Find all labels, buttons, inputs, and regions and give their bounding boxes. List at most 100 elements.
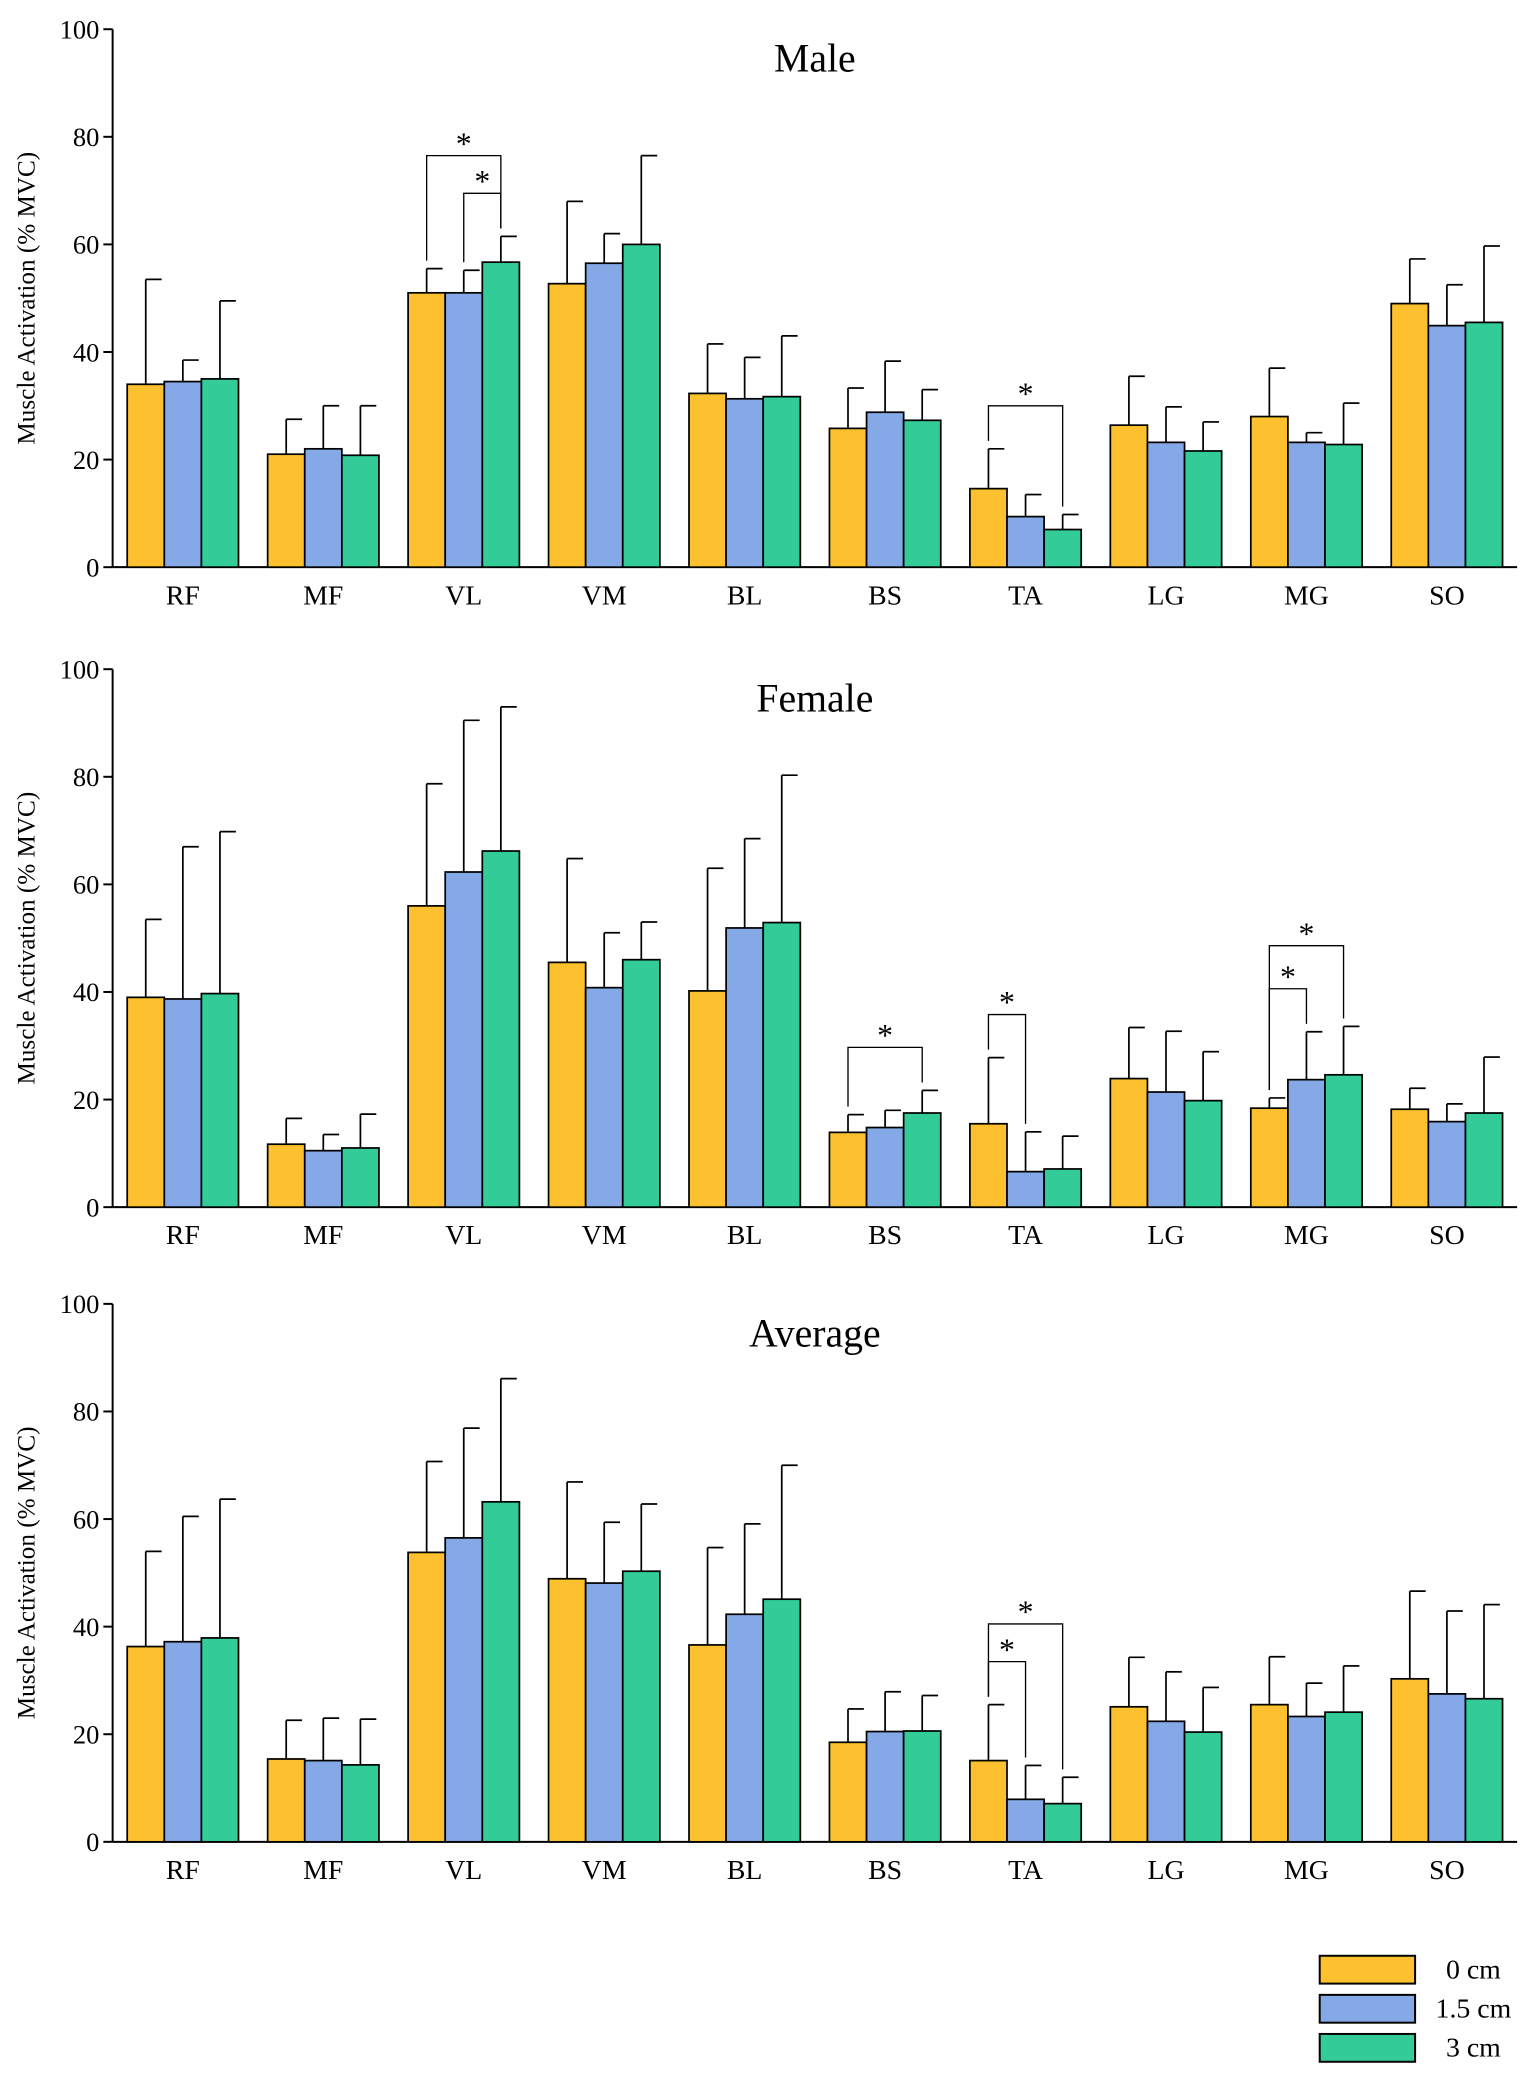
bar — [621, 958, 661, 1209]
bar — [1183, 450, 1223, 569]
x-tick-label: BL — [727, 580, 763, 611]
significance-label: * — [999, 985, 1015, 1020]
bar — [1427, 1693, 1467, 1843]
bar — [902, 419, 942, 569]
bar — [969, 1122, 1008, 1209]
bar — [1287, 1715, 1326, 1843]
bar — [1390, 1677, 1430, 1843]
y-tick-label: 40 — [73, 977, 100, 1007]
bar — [1249, 1703, 1289, 1843]
bar — [163, 998, 203, 1209]
y-tick-label: 20 — [73, 1720, 100, 1750]
bar — [1427, 324, 1467, 569]
significance-bracket — [847, 1046, 923, 1107]
y-tick-label: 20 — [73, 445, 100, 475]
significance-bracket — [1268, 988, 1308, 1090]
x-tick-label: TA — [1008, 1220, 1043, 1251]
bar — [1043, 1168, 1083, 1209]
bar — [126, 996, 166, 1209]
y-tick-label: 60 — [73, 230, 100, 260]
chart-title: Average — [749, 1311, 881, 1355]
x-tick-label: VM — [582, 580, 627, 611]
bar — [621, 243, 661, 569]
bar — [584, 1582, 624, 1843]
bar — [1287, 441, 1326, 569]
y-tick-label: 20 — [73, 1085, 100, 1115]
y-tick-label: 0 — [86, 1192, 99, 1222]
x-tick-label: MG — [1284, 1855, 1329, 1886]
bar — [407, 1551, 447, 1843]
bar — [1109, 1705, 1149, 1843]
x-tick-label: VL — [445, 580, 482, 611]
significance-label: * — [877, 1018, 893, 1053]
legend-label: 0 cm — [1446, 1954, 1501, 1985]
x-tick-label: MG — [1284, 1220, 1329, 1251]
bar — [762, 1598, 802, 1843]
x-tick-label: MF — [303, 580, 343, 611]
y-tick-label: 60 — [73, 870, 100, 900]
bar — [340, 1764, 380, 1843]
y-tick-label: 80 — [73, 1397, 100, 1427]
legend-swatch — [1318, 1954, 1417, 1985]
bar — [340, 454, 380, 569]
bar — [1390, 302, 1430, 569]
bar — [725, 927, 765, 1209]
x-tick-label: RF — [166, 580, 200, 611]
bar — [200, 378, 240, 569]
x-tick-label: MF — [303, 1220, 343, 1251]
significance-bracket — [987, 1660, 1027, 1758]
bar — [303, 447, 343, 569]
bar — [969, 1759, 1008, 1843]
x-tick-label: VL — [445, 1855, 482, 1886]
chart-title: Female — [756, 677, 873, 721]
y-axis-label: Muscle Activation (% MVC) — [13, 792, 40, 1085]
bar — [444, 291, 484, 569]
bar — [1183, 1731, 1223, 1843]
y-tick-label: 100 — [60, 1289, 100, 1319]
legend-swatch — [1318, 2032, 1417, 2063]
x-tick-label: TA — [1008, 580, 1043, 611]
bar — [407, 291, 447, 569]
x-tick-label: BS — [868, 580, 902, 611]
bar — [1464, 321, 1504, 569]
bar — [688, 392, 727, 569]
y-tick-label: 40 — [73, 1612, 100, 1642]
y-tick-label: 100 — [60, 654, 100, 684]
x-tick-label: TA — [1008, 1855, 1043, 1886]
x-tick-label: MG — [1284, 580, 1329, 611]
bar — [865, 1730, 905, 1843]
x-tick-label: SO — [1429, 1855, 1465, 1886]
bar — [1006, 1798, 1045, 1843]
x-tick-label: VL — [445, 1220, 482, 1251]
bar — [126, 1645, 166, 1843]
significance-label: * — [1018, 1595, 1034, 1630]
significance-label: * — [1280, 959, 1296, 994]
bar — [621, 1570, 661, 1843]
bar — [126, 383, 166, 569]
significance-bracket — [987, 1623, 1064, 1770]
bar — [266, 453, 306, 569]
x-tick-label: SO — [1429, 580, 1465, 611]
y-axis-label: Muscle Activation (% MVC) — [13, 1426, 40, 1719]
y-tick-label: 80 — [73, 762, 100, 792]
bar — [547, 282, 587, 569]
bar — [340, 1147, 380, 1209]
legend-label: 3 cm — [1446, 2032, 1501, 2063]
x-tick-label: MF — [303, 1855, 343, 1886]
bar — [762, 921, 802, 1209]
significance-label: * — [1018, 376, 1034, 411]
y-tick-label: 40 — [73, 337, 100, 367]
significance-bracket — [987, 405, 1064, 507]
y-tick-label: 60 — [73, 1504, 100, 1534]
x-tick-label: VM — [582, 1220, 627, 1251]
bar — [1109, 424, 1149, 569]
bar — [1043, 1802, 1083, 1843]
bar — [902, 1730, 942, 1843]
y-tick-label: 0 — [86, 1827, 99, 1857]
bar — [266, 1758, 306, 1843]
x-tick-label: BS — [868, 1220, 902, 1251]
bar — [1287, 1078, 1326, 1209]
significance-label: * — [456, 126, 472, 161]
bar — [584, 262, 624, 569]
bar — [1043, 528, 1083, 569]
